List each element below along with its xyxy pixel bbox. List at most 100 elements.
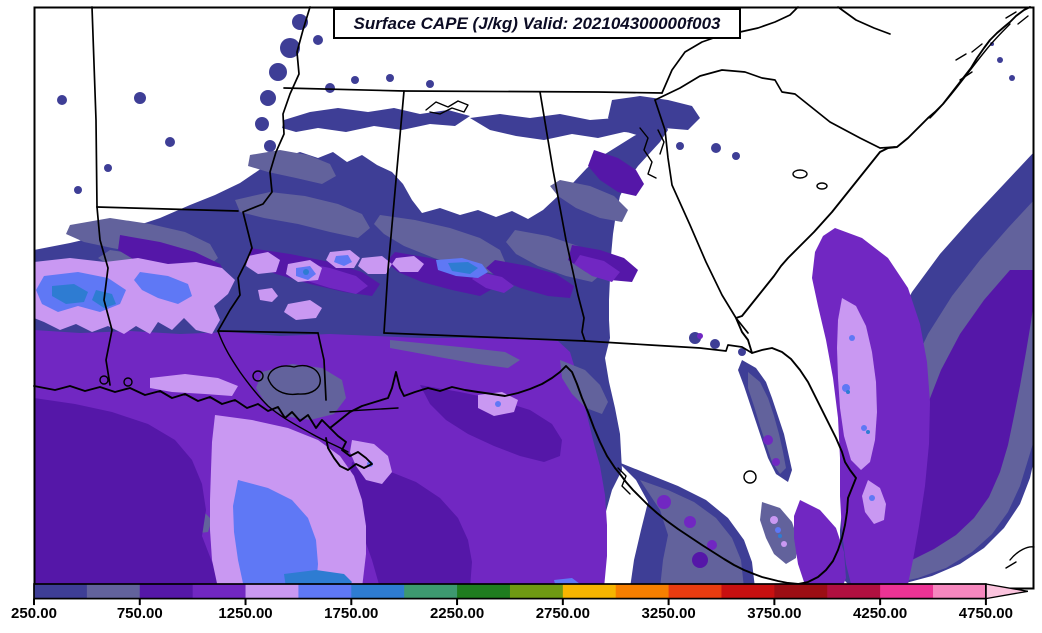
colorbar-tick [773, 598, 776, 606]
cape-region-level-1 [351, 76, 359, 84]
tennessee-river [425, 100, 469, 115]
cape-region-level-3 [588, 150, 644, 196]
cape-region-level-6 [869, 495, 875, 501]
cape-region-level-6 [775, 527, 781, 533]
colorbar-tick-label: 1750.00 [324, 605, 379, 622]
pearl-river-border [317, 332, 327, 401]
alabama-georgia-border [539, 91, 586, 342]
colorbar-segment [774, 584, 828, 599]
cape-region-level-2 [506, 230, 604, 282]
cape-region-level-5 [862, 480, 886, 524]
cape-region-level-4 [794, 500, 846, 588]
colorbar-tick [561, 598, 564, 606]
cape-region-level-1 [608, 96, 700, 136]
cape-region-level-3 [420, 385, 562, 462]
colorbar-segment [509, 584, 564, 599]
colorbar-segment [86, 584, 141, 599]
colorbar-segment [245, 584, 300, 599]
georgia-lakes [639, 127, 665, 179]
mississippi-delta-outline [325, 427, 373, 471]
cape-region-level-1 [1009, 75, 1015, 81]
cape-region-level-2 [390, 340, 520, 368]
cape-region-level-1 [676, 142, 684, 150]
cape-region-level-3 [350, 462, 472, 588]
georgia-southcarolina-border [654, 99, 749, 334]
barrier-islands [329, 407, 399, 413]
colorbar-tick-label: 250.00 [11, 605, 57, 622]
cape-region-level-5 [258, 288, 278, 302]
tennessee-border [283, 87, 663, 94]
cape-region-level-7 [52, 284, 88, 304]
cape-region-level-1 [710, 339, 720, 349]
mississippi-alabama-border [383, 90, 405, 334]
plot-title-box: Surface CAPE (J/kg) Valid: 202104300000f… [333, 8, 741, 39]
colorbar-tick [138, 598, 141, 606]
colorbar-tick [879, 598, 882, 606]
cape-region-level-5 [837, 298, 877, 470]
lake-pontchartrain [267, 364, 321, 396]
colorbar-border [33, 583, 987, 600]
colorbar-tick [984, 598, 987, 606]
cape-region-level-4 [763, 435, 773, 445]
colorbar-segment [192, 584, 247, 599]
colorbar-segment [880, 584, 934, 599]
cape-region-level-6 [495, 401, 501, 407]
cape-region-level-7 [846, 390, 850, 394]
colorbar-tick-label: 3250.00 [641, 605, 696, 622]
gulf-atlantic-coastline [33, 6, 1031, 585]
texas-louisiana-sabine-border [96, 206, 113, 386]
cape-region-level-6 [334, 255, 352, 266]
outer-banks [929, 23, 1011, 119]
colorbar-tick-label: 2250.00 [429, 605, 485, 622]
cape-region-level-1 [579, 292, 587, 300]
cape-region-level-7 [448, 262, 478, 274]
cape-region-level-7 [303, 269, 309, 275]
northcarolina-southcarolina-border [654, 69, 896, 149]
colorbar-segment [827, 584, 881, 599]
cape-region-level-4 [657, 495, 671, 509]
cape-region-level-6 [233, 480, 318, 588]
cape-region-level-2 [248, 150, 336, 184]
colorbar-tick [33, 598, 35, 606]
cape-region-level-1 [711, 143, 721, 153]
colorbar-tick [244, 598, 247, 606]
cape-region-level-4 [707, 540, 717, 550]
lake-moultrie [816, 182, 828, 190]
colorbar-segment [457, 584, 511, 599]
cape-region-level-6 [134, 272, 192, 304]
cape-region-level-7 [778, 534, 782, 538]
plot-title: Surface CAPE (J/kg) Valid: 202104300000f… [353, 13, 721, 33]
lake-okeechobee [743, 470, 757, 484]
colorbar-segment [298, 584, 352, 599]
lake-marion [792, 169, 808, 179]
colorbar-tick [456, 598, 459, 606]
coastlines [33, 6, 1031, 585]
arkansas-louisiana-border [96, 206, 239, 212]
cape-region-level-1 [280, 38, 300, 58]
colorbar-segment [34, 584, 88, 599]
lake-maurepas [252, 370, 264, 382]
state-boundaries [91, 6, 896, 401]
cape-region-level-3 [34, 398, 224, 588]
colorbar-segment [351, 584, 405, 599]
lake-calcasieu [99, 375, 109, 385]
cape-region-level-5 [781, 541, 787, 547]
alabama-florida-border [383, 332, 586, 342]
lakes-and-rivers [99, 11, 1035, 569]
cape-region-level-3 [692, 552, 708, 568]
cape-region-level-1 [74, 186, 82, 194]
bahama-bank-outline [1005, 546, 1035, 569]
colorbar-segment [668, 584, 723, 599]
colorbar-tick-label: 1250.00 [218, 605, 273, 622]
cape-region-level-1 [269, 63, 287, 81]
clear-air-pocket [416, 158, 530, 208]
cape-region-level-7 [866, 430, 870, 434]
colorbar-segment [562, 584, 617, 599]
colorbar-tick [350, 598, 353, 606]
cape-region-level-1 [997, 57, 1003, 63]
colorbar-segment [139, 584, 194, 599]
colorbar-tick-label: 4250.00 [853, 605, 908, 622]
cape-region-level-1 [104, 164, 112, 172]
